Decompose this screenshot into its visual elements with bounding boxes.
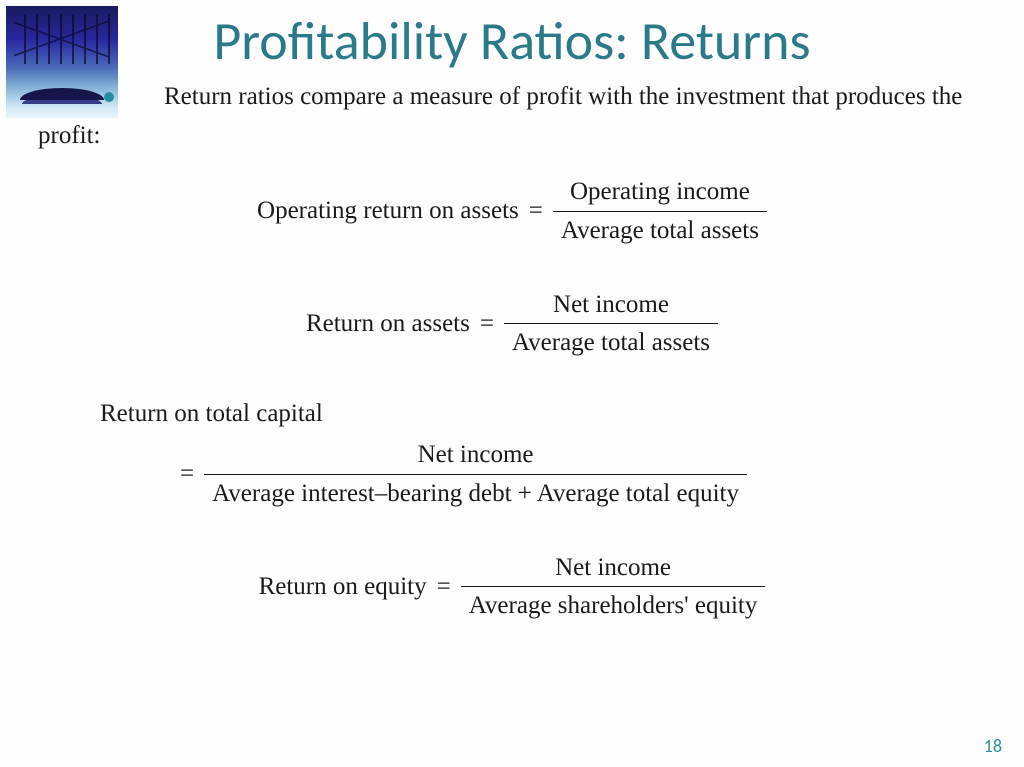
fraction: Net income Average shareholders' equity [461,551,766,624]
formula-operating-return-on-assets: Operating return on assets = Operating i… [0,175,1024,248]
fraction: Net income Average total assets [504,288,718,361]
denominator: Average total assets [504,323,718,360]
equals-sign: = [180,460,194,488]
numerator: Operating income [562,175,758,211]
formula-return-on-assets: Return on assets = Net income Average to… [0,288,1024,361]
fraction: Net income Average interest–bearing debt… [204,438,747,511]
formula-return-on-total-capital: Return on total capital = Net income Ave… [0,400,1024,511]
fraction: Operating income Average total assets [553,175,767,248]
denominator: Average total assets [553,211,767,248]
slide-title: Profitability Ratios: Returns [0,8,1024,74]
formula-label: Return on total capital [0,400,1024,428]
formula-label: Operating return on assets [257,197,519,225]
formula-label: Return on assets [306,310,470,338]
denominator: Average shareholders' equity [461,586,766,623]
numerator: Net income [547,551,679,587]
intro-text: Return ratios compare a measure of profi… [38,78,998,156]
formula-label: Return on equity [259,573,427,601]
page-number: 18 [984,735,1002,757]
equals-sign: = [529,197,543,225]
numerator: Net income [410,438,542,474]
denominator: Average interest–bearing debt + Average … [204,474,747,511]
equals-sign: = [480,310,494,338]
numerator: Net income [545,288,677,324]
formula-return-on-equity: Return on equity = Net income Average sh… [0,551,1024,624]
formulas-container: Operating return on assets = Operating i… [0,175,1024,663]
equals-sign: = [437,573,451,601]
